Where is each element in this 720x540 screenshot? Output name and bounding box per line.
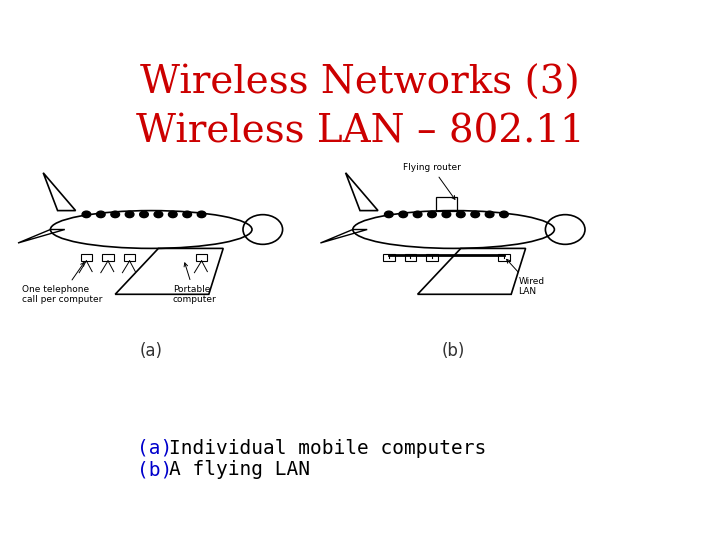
Text: (a): (a) <box>140 342 163 360</box>
Bar <box>102 254 114 261</box>
Circle shape <box>168 211 177 218</box>
Bar <box>81 254 92 261</box>
Text: (b): (b) <box>137 460 172 480</box>
Text: A flying LAN: A flying LAN <box>169 460 310 480</box>
Circle shape <box>384 211 393 218</box>
Circle shape <box>413 211 422 218</box>
Circle shape <box>442 211 451 218</box>
Bar <box>124 254 135 261</box>
Circle shape <box>125 211 134 218</box>
Circle shape <box>399 211 408 218</box>
Circle shape <box>500 211 508 218</box>
Circle shape <box>140 211 148 218</box>
Bar <box>405 254 416 261</box>
Circle shape <box>428 211 436 218</box>
Bar <box>436 197 457 211</box>
Text: One telephone
call per computer: One telephone call per computer <box>22 262 102 305</box>
Circle shape <box>154 211 163 218</box>
Bar <box>426 254 438 261</box>
Text: (b): (b) <box>442 342 465 360</box>
Circle shape <box>471 211 480 218</box>
Circle shape <box>485 211 494 218</box>
Bar <box>196 254 207 261</box>
Circle shape <box>82 211 91 218</box>
Circle shape <box>197 211 206 218</box>
Text: Flying router: Flying router <box>403 163 461 199</box>
Circle shape <box>183 211 192 218</box>
Bar <box>383 254 395 261</box>
Circle shape <box>111 211 120 218</box>
Text: Wireless Networks (3)
Wireless LAN – 802.11: Wireless Networks (3) Wireless LAN – 802… <box>135 65 585 151</box>
Circle shape <box>456 211 465 218</box>
Bar <box>498 254 510 261</box>
Text: Portable
computer: Portable computer <box>173 263 217 305</box>
Text: (a): (a) <box>137 438 172 458</box>
Text: Wired
LAN: Wired LAN <box>507 259 544 296</box>
Text: Individual mobile computers: Individual mobile computers <box>169 438 487 458</box>
Circle shape <box>96 211 105 218</box>
